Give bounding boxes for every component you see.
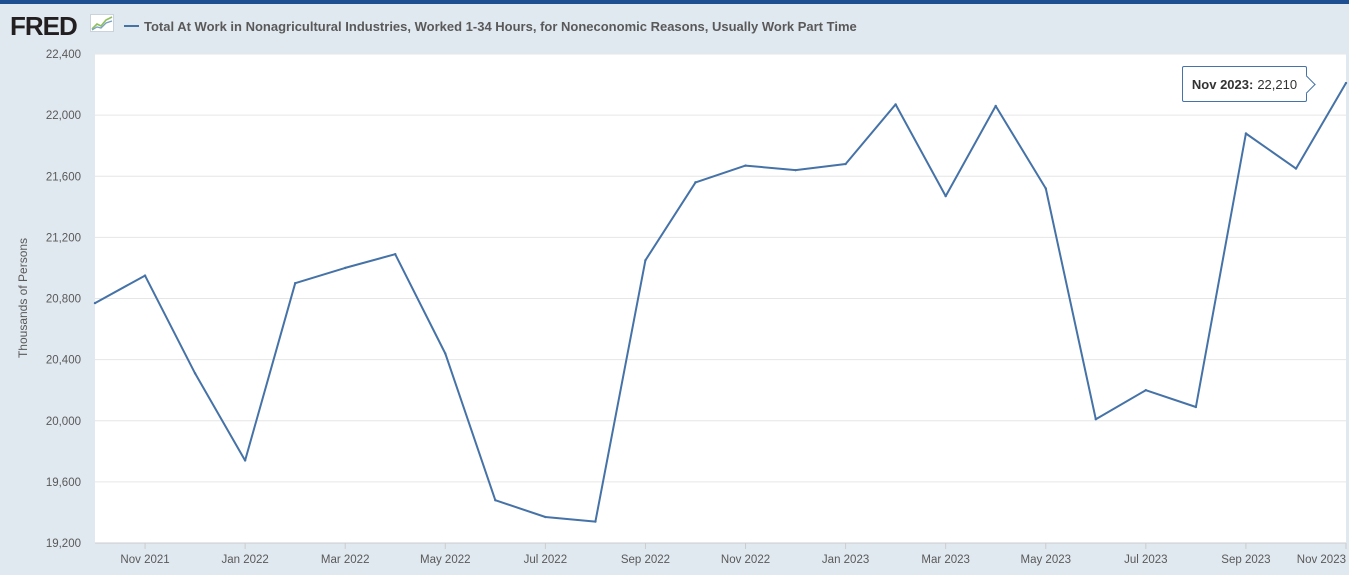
data-point	[444, 352, 447, 355]
data-point	[193, 372, 197, 375]
y-tick-label: 19,600	[46, 477, 81, 489]
data-point	[293, 282, 297, 285]
y-tick-label: 22,400	[46, 49, 81, 61]
data-point	[1144, 388, 1148, 392]
data-point	[894, 103, 897, 106]
x-tick-label: Jan 2022	[221, 554, 268, 566]
x-tick-label: Sep 2022	[621, 554, 670, 566]
data-point	[1094, 418, 1098, 421]
series-line	[94, 82, 1347, 523]
tooltip-date: Nov 2023:	[1191, 76, 1254, 92]
tooltip-value: 22,210	[1257, 76, 1298, 92]
data-tooltip: Nov 2023: 22,210	[1182, 66, 1316, 102]
chart-header: FRED Total At Work in Nonagricultural In…	[0, 4, 1349, 48]
y-tick-label: 21,600	[46, 171, 81, 183]
data-point	[694, 181, 697, 184]
data-point	[994, 104, 997, 108]
x-tick-label: Sep 2023	[1221, 554, 1270, 566]
data-point	[1344, 81, 1348, 85]
x-tick-label: May 2022	[420, 554, 471, 566]
chart-legend: Total At Work in Nonagricultural Industr…	[124, 17, 857, 35]
x-tick-label: Mar 2022	[321, 554, 370, 566]
data-point	[243, 459, 247, 462]
x-tick-label: May 2023	[1021, 554, 1072, 566]
x-tick-label: Jul 2022	[524, 554, 567, 566]
fred-graph-icon	[90, 14, 114, 37]
fred-logo[interactable]: FRED	[10, 11, 78, 41]
data-point	[1044, 187, 1047, 190]
data-point	[93, 301, 97, 305]
y-tick-label: 19,200	[46, 538, 81, 550]
data-point	[544, 515, 547, 519]
x-tick-label: Jan 2023	[822, 554, 869, 566]
x-tick-label: Mar 2023	[921, 554, 970, 566]
data-point	[794, 168, 797, 172]
y-tick-label: 22,000	[46, 110, 81, 122]
data-point	[944, 194, 947, 198]
y-tick-label: 20,800	[46, 294, 81, 306]
y-tick-label: 20,000	[46, 416, 81, 428]
legend-series-label[interactable]: Total At Work in Nonagricultural Industr…	[144, 18, 857, 34]
x-tick-label: Nov 2023	[1297, 554, 1346, 566]
y-axis-title: Thousands of Persons	[16, 238, 30, 358]
legend-swatch	[124, 25, 139, 27]
x-tick-label: Jul 2023	[1124, 554, 1167, 566]
x-tick-label: Nov 2022	[721, 554, 770, 566]
data-point	[494, 499, 497, 502]
top-accent-bar	[0, 0, 1349, 4]
data-point	[143, 274, 147, 277]
data-point	[394, 252, 397, 256]
data-point	[344, 266, 347, 270]
y-tick-label: 20,400	[46, 355, 81, 367]
x-tick-label: Nov 2021	[120, 554, 169, 566]
data-point	[1294, 167, 1298, 170]
data-point	[594, 520, 597, 523]
y-tick-label: 21,200	[46, 232, 81, 244]
data-point	[844, 162, 847, 166]
data-point	[744, 164, 747, 167]
data-point	[1244, 132, 1248, 135]
data-point	[644, 259, 647, 262]
data-point	[1194, 405, 1198, 409]
